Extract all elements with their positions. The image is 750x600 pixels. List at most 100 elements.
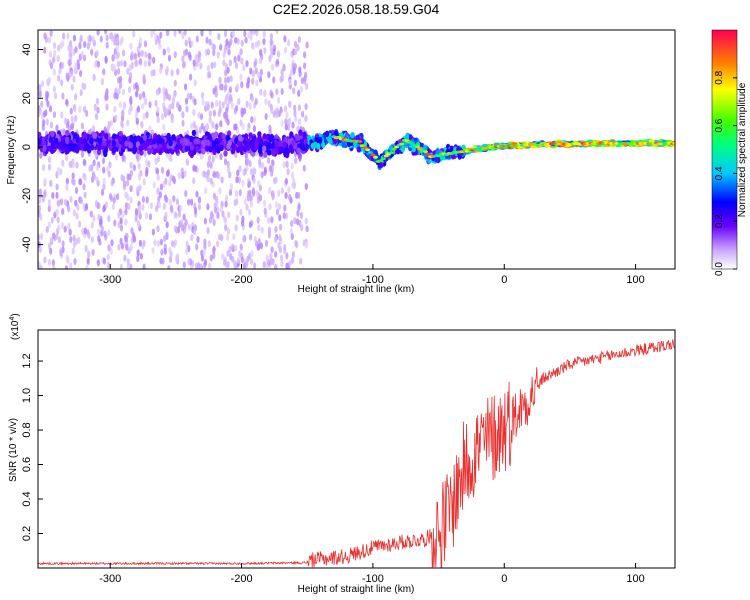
spectrogram-cell	[151, 247, 155, 254]
spectrogram-cell	[148, 101, 152, 109]
spectrogram-cell	[284, 192, 288, 199]
spectrogram-cell	[223, 158, 228, 166]
spectrogram-cell	[219, 144, 224, 152]
spectrogram-cell	[277, 241, 281, 249]
snr-x-tick-label: -200	[231, 573, 253, 585]
spectrogram-cell	[280, 88, 284, 95]
spectrogram-cell	[275, 58, 280, 66]
spectrogram-cell	[208, 116, 212, 124]
spectrogram-cell	[268, 187, 272, 194]
spectrogram-cell	[195, 138, 200, 145]
spectrogram-cell	[218, 100, 222, 108]
spectrogram-cell	[166, 30, 170, 37]
spectrogram-cell	[83, 41, 87, 48]
spectrogram-cell	[165, 92, 169, 100]
spectrogram-cell	[68, 59, 72, 67]
spectrogram-cell	[305, 41, 309, 49]
spectrogram-cell	[212, 219, 216, 227]
spectrogram-cell	[38, 233, 41, 241]
spectrogram-cell	[140, 121, 144, 129]
snr-y-tick-label: 0.8	[21, 422, 33, 437]
spectrogram-cell	[90, 48, 94, 56]
spectrogram-cell	[127, 203, 131, 210]
spectrogram-cell	[290, 220, 294, 227]
spectrogram-cell	[168, 256, 173, 263]
spectrogram-cell	[97, 137, 102, 145]
spectrogram-cell	[208, 38, 212, 46]
spectrogram-cell	[253, 235, 257, 243]
spectrogram-cell	[48, 242, 52, 250]
spectrogram-cell	[250, 95, 254, 103]
spectrogram-cell	[227, 48, 231, 56]
spectrogram-cell	[217, 110, 221, 118]
spectrogram-cell	[224, 76, 228, 84]
spectrogram-cell	[243, 198, 247, 206]
spectrogram-cell	[61, 62, 65, 69]
spectrogram-cell	[185, 240, 189, 248]
spectrogram-cell	[245, 260, 249, 268]
spectrogram-cell	[38, 138, 42, 145]
spectrogram-cell	[216, 211, 220, 219]
snr-multiplier-close: )	[10, 313, 21, 316]
spectrogram-cell	[237, 54, 241, 62]
spectrogram-cell	[61, 159, 65, 167]
spectrogram-cell	[85, 144, 91, 152]
spectrogram-cell	[273, 177, 277, 185]
spectrogram-cell	[124, 218, 128, 226]
spectrogram-cell	[249, 33, 253, 41]
spectrogram-cell	[221, 133, 226, 140]
spectrogram-cell	[176, 101, 180, 109]
spectrogram-cell	[299, 257, 303, 265]
spectrogram-cell	[204, 187, 208, 195]
spectrogram-cell	[140, 49, 144, 57]
spectrogram-cell	[229, 94, 233, 101]
spectrogram-cell	[260, 171, 264, 179]
spectrogram-cell	[47, 163, 52, 171]
spectrogram-cell	[219, 120, 223, 128]
spectrogram-cell	[128, 72, 133, 80]
spectrogram-cell	[257, 71, 261, 79]
spectrogram-cell	[159, 31, 163, 39]
spectrogram-cell	[61, 208, 65, 215]
spectrogram-cell	[120, 174, 124, 182]
spectrogram-cell	[193, 79, 197, 87]
spectrogram-cell	[56, 200, 60, 207]
spectrogram-cell	[229, 253, 233, 261]
spectrogram-cell	[252, 125, 256, 133]
spectrogram-cell	[254, 67, 258, 75]
spectrogram-cell	[298, 219, 302, 227]
spectrogram-cell	[297, 89, 301, 97]
spectrogram-cell	[239, 145, 244, 152]
spectrogram-cell	[249, 258, 254, 266]
spectrogram-cell	[204, 101, 208, 109]
spectrogram-cell	[64, 265, 68, 269]
spectrogram-ridge-point	[365, 148, 371, 152]
spectrogram-cell	[290, 233, 294, 240]
spectrogram-cell	[251, 30, 256, 36]
spectrogram-cell	[181, 55, 185, 63]
spectrogram-cell	[292, 177, 296, 185]
spectrogram-cell	[262, 261, 266, 269]
snr-y-label: SNR (10 * v/v)	[8, 418, 19, 482]
spectrogram-cell	[68, 50, 73, 58]
spectrogram-cell	[212, 43, 216, 51]
spectrogram-cell	[173, 239, 178, 247]
spectrogram-cell	[38, 90, 42, 98]
spectrogram-cell	[174, 226, 179, 234]
spectrogram-cell	[153, 239, 157, 246]
spectrogram-cell	[116, 193, 120, 201]
spectrogram-cell	[285, 161, 289, 168]
spectrogram-cell	[65, 177, 69, 185]
spectrogram-cell	[251, 187, 255, 195]
spectrogram-cell	[293, 104, 297, 112]
spectrogram-cell	[234, 244, 238, 252]
spectrogram-cell	[275, 88, 279, 96]
spectrogram-cell	[93, 103, 97, 111]
spectrogram-cell	[189, 73, 193, 81]
spectrogram-cell	[240, 57, 244, 65]
spectrogram-cell	[231, 30, 236, 38]
spectrogram-cell	[130, 227, 134, 235]
spectrogram-cell	[287, 39, 291, 47]
spectrogram-cell	[158, 42, 162, 50]
spectrogram-cell	[269, 33, 273, 41]
